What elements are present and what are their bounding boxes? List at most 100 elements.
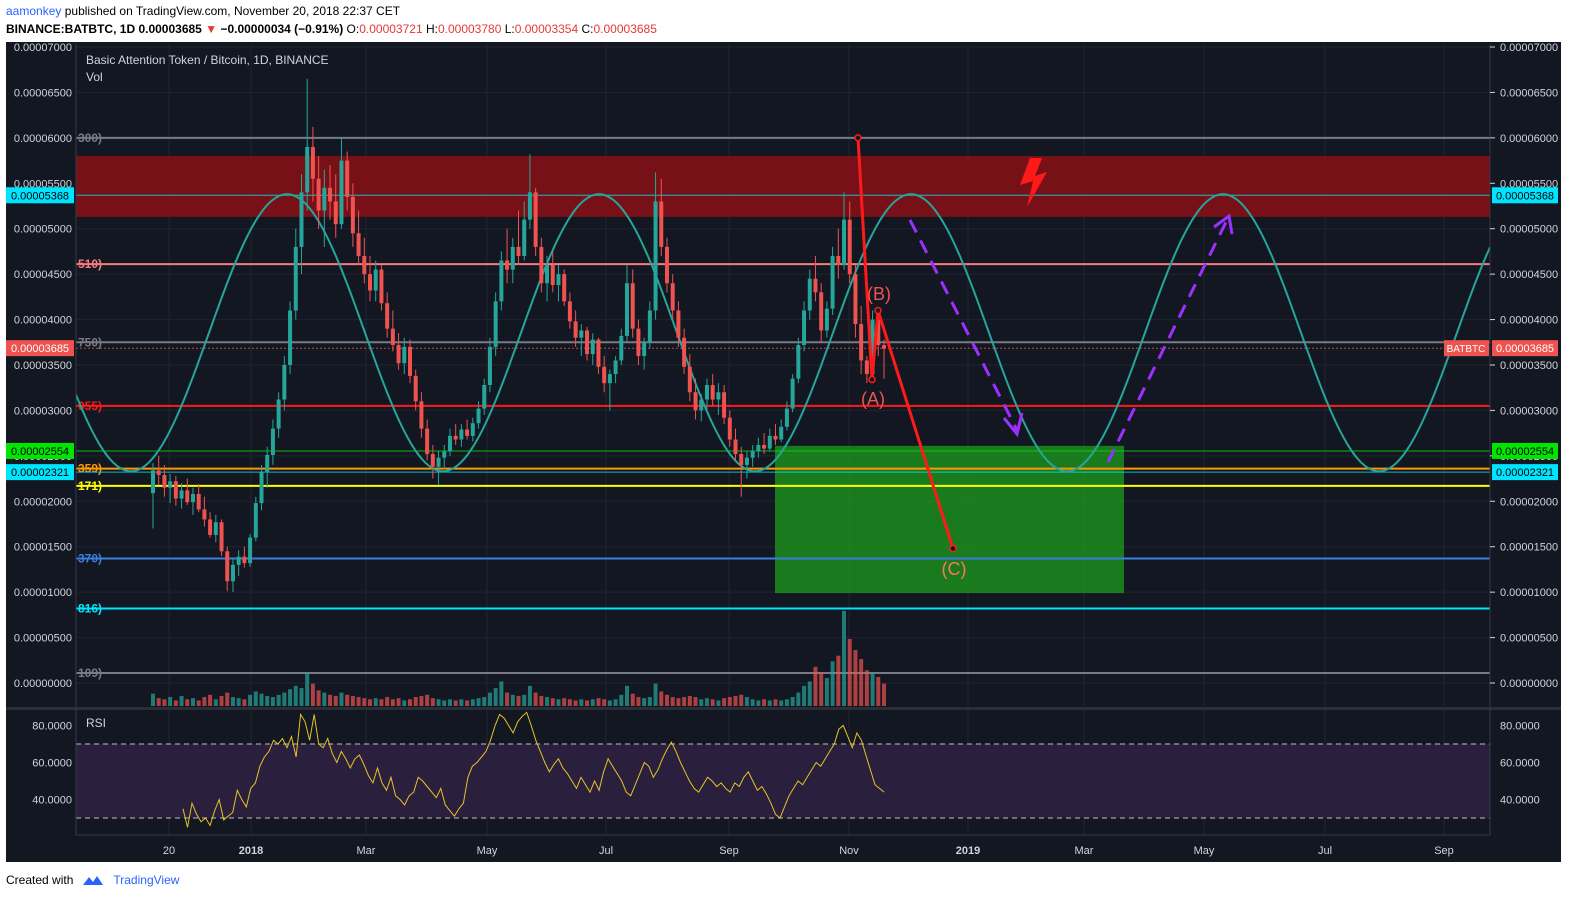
- volume-bar: [436, 699, 441, 706]
- volume-bar: [744, 697, 749, 706]
- wave-label-c: (C): [942, 559, 967, 579]
- volume-bar: [767, 700, 772, 706]
- candle-body: [842, 219, 847, 266]
- volume-bar: [739, 694, 744, 706]
- candle-body: [796, 345, 801, 379]
- volume-bar: [819, 672, 824, 706]
- candle-body: [470, 423, 475, 436]
- left-y-tick-label: 0.00002000: [14, 496, 72, 508]
- candle-body: [556, 274, 561, 286]
- candle-body: [642, 342, 647, 356]
- volume-bar: [499, 681, 504, 706]
- volume-bar: [802, 685, 807, 706]
- fib-levels: 300) 510) 750) 055) 359) 171) 370) 816) 109): [76, 131, 1490, 680]
- volume-bar: [162, 699, 167, 706]
- fib-label: 370): [78, 552, 102, 566]
- volume-bar: [248, 694, 253, 706]
- x-tick-label: May: [1194, 845, 1215, 857]
- candle-body: [625, 283, 630, 336]
- candle-body: [762, 444, 767, 449]
- candle-body: [699, 399, 704, 411]
- volume-bar: [853, 650, 858, 706]
- candle-body: [596, 339, 601, 367]
- low-value: 0.00003354: [514, 22, 579, 36]
- candle-body: [413, 375, 418, 402]
- sine-path: [75, 193, 1491, 473]
- volume-bar: [493, 688, 498, 706]
- candle-body: [744, 457, 749, 465]
- volume-bar: [693, 697, 698, 706]
- right-price-tag-label: 0.00002554: [1496, 446, 1554, 458]
- candle-body: [385, 303, 390, 329]
- candle-body: [510, 246, 515, 270]
- right-price-tag: [1492, 442, 1558, 459]
- rsi-band: [76, 744, 1490, 818]
- candle-body: [613, 360, 618, 375]
- right-y-tick-label: 0.00006500: [1500, 87, 1558, 99]
- low-label: L:: [504, 22, 515, 36]
- volume-bar: [647, 697, 652, 706]
- volume-bar: [350, 695, 355, 706]
- candle-body: [476, 408, 481, 424]
- candle-body: [670, 283, 675, 311]
- volume-bar: [596, 698, 601, 706]
- volume-bar: [459, 699, 464, 706]
- tradingview-link[interactable]: TradingView: [113, 873, 180, 887]
- rsi-right-tick-label: 60.0000: [1500, 758, 1540, 770]
- volume-bar: [253, 691, 258, 706]
- last-price: 0.00003685: [138, 22, 202, 36]
- candle-body: [516, 246, 521, 256]
- volume-bar: [505, 692, 510, 706]
- volume-bar: [356, 697, 361, 706]
- volume-bar: [482, 697, 487, 706]
- x-tick-label: Sep: [1434, 845, 1454, 857]
- candle-body: [522, 219, 527, 256]
- rsi-right-tick-label: 40.0000: [1500, 795, 1540, 807]
- volume-bar: [293, 685, 298, 706]
- candle-body: [270, 428, 275, 455]
- volume-bar: [282, 692, 287, 706]
- volume-bar: [259, 693, 264, 706]
- author-link[interactable]: aamonkey: [6, 4, 62, 18]
- right-y-tick-label: 0.00003500: [1500, 360, 1558, 372]
- fib-label: 055): [78, 399, 102, 413]
- volume-bar: [185, 699, 190, 706]
- volume-bar: [619, 694, 624, 706]
- symbol-line: BINANCE:BATBTC, 1D 0.00003685 ▼ −0.00000…: [6, 22, 657, 36]
- down-arrow-path: [908, 219, 1020, 433]
- rsi-left-tick-label: 60.0000: [32, 758, 72, 770]
- candle-body: [659, 201, 664, 247]
- volume-bar: [704, 698, 709, 706]
- volume-bar: [396, 698, 401, 706]
- candle-body: [345, 160, 350, 197]
- volume-bar: [664, 694, 669, 706]
- candle-body: [573, 321, 578, 338]
- volume-bar: [476, 698, 481, 706]
- fib-label: 171): [78, 479, 102, 493]
- candle-body: [870, 319, 875, 375]
- x-tick-label: Jul: [599, 845, 613, 857]
- volume-bar: [236, 698, 241, 706]
- left-price-tag: [6, 340, 74, 357]
- candle-body: [419, 401, 424, 429]
- high-label: H:: [425, 22, 438, 36]
- candle-body: [282, 365, 287, 400]
- volume-bar: [522, 694, 527, 706]
- published-text: published on TradingView.com, November 2…: [64, 4, 401, 18]
- candle-body: [607, 374, 612, 384]
- volume-bar: [682, 697, 687, 706]
- volume-bar: [453, 700, 458, 706]
- x-tick-label: Sep: [719, 845, 739, 857]
- volume-bar: [670, 697, 675, 706]
- volume-bar: [310, 683, 315, 706]
- projection-point: [949, 544, 957, 553]
- volume-bar: [208, 694, 213, 706]
- right-price-tag: [1492, 464, 1558, 481]
- candle-body: [328, 187, 333, 202]
- open-label: O:: [346, 22, 360, 36]
- candle-body: [579, 330, 584, 338]
- vol-label: Vol: [86, 70, 103, 84]
- rsi-pane: 80.0000 80.0000 60.0000 60.0000 40.0000 40.00…: [32, 711, 1540, 828]
- candle-body: [539, 246, 544, 284]
